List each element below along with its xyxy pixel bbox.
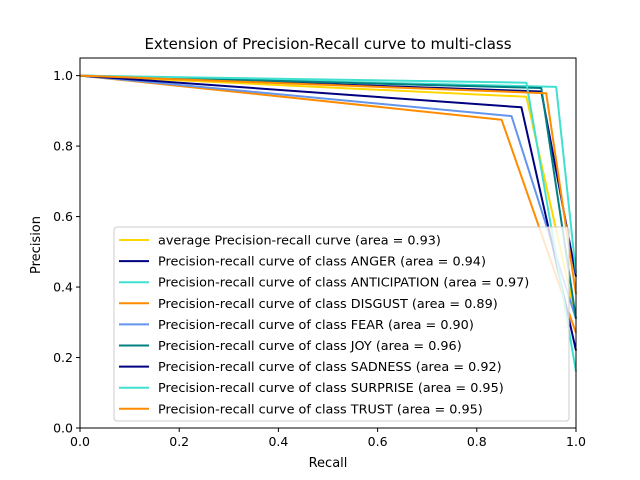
- x-tick-label: 0.4: [268, 434, 288, 449]
- legend-label: Precision-recall curve of class FEAR (ar…: [158, 318, 474, 333]
- y-axis-ticks: 0.0 0.2 0.4 0.6 0.8 1.0: [53, 68, 80, 436]
- y-tick-label: 1.0: [53, 68, 73, 83]
- x-axis-title: Recall: [309, 456, 348, 471]
- legend-label: Precision-recall curve of class SURPRISE…: [158, 381, 504, 396]
- legend-label: Precision-recall curve of class SADNESS …: [158, 360, 502, 375]
- legend-label: Precision-recall curve of class ANGER (a…: [158, 255, 486, 270]
- series-layer: [79, 74, 577, 372]
- legend-box: [113, 226, 570, 422]
- x-tick-label: 0.6: [368, 434, 388, 449]
- y-tick-label: 0.6: [53, 209, 73, 224]
- x-tick-label: 0.2: [169, 434, 189, 449]
- y-tick-label: 0.0: [53, 421, 73, 436]
- x-tick-label: 0.0: [70, 434, 90, 449]
- y-axis-title: Precision: [29, 216, 44, 274]
- legend-label: Precision-recall curve of class ANTICIPA…: [158, 276, 529, 291]
- chart-title: Extension of Precision-Recall curve to m…: [144, 35, 511, 53]
- legend-label: Precision-recall curve of class DISGUST …: [158, 297, 498, 312]
- plot-frame: [79, 57, 577, 429]
- y-tick-label: 0.2: [53, 350, 73, 365]
- legend-label: average Precision-recall curve (area = 0…: [158, 234, 441, 249]
- y-tick-label: 0.4: [53, 280, 73, 295]
- x-tick-label: 1.0: [566, 434, 586, 449]
- legend-label: Precision-recall curve of class TRUST (a…: [158, 402, 483, 417]
- legend-label: Precision-recall curve of class JOY (are…: [158, 339, 462, 354]
- legend: average Precision-recall curve (area = 0…: [113, 226, 570, 422]
- x-axis-ticks: 0.0 0.2 0.4 0.6 0.8 1.0: [70, 428, 586, 449]
- y-tick-label: 0.8: [53, 139, 73, 154]
- x-tick-label: 0.8: [467, 434, 487, 449]
